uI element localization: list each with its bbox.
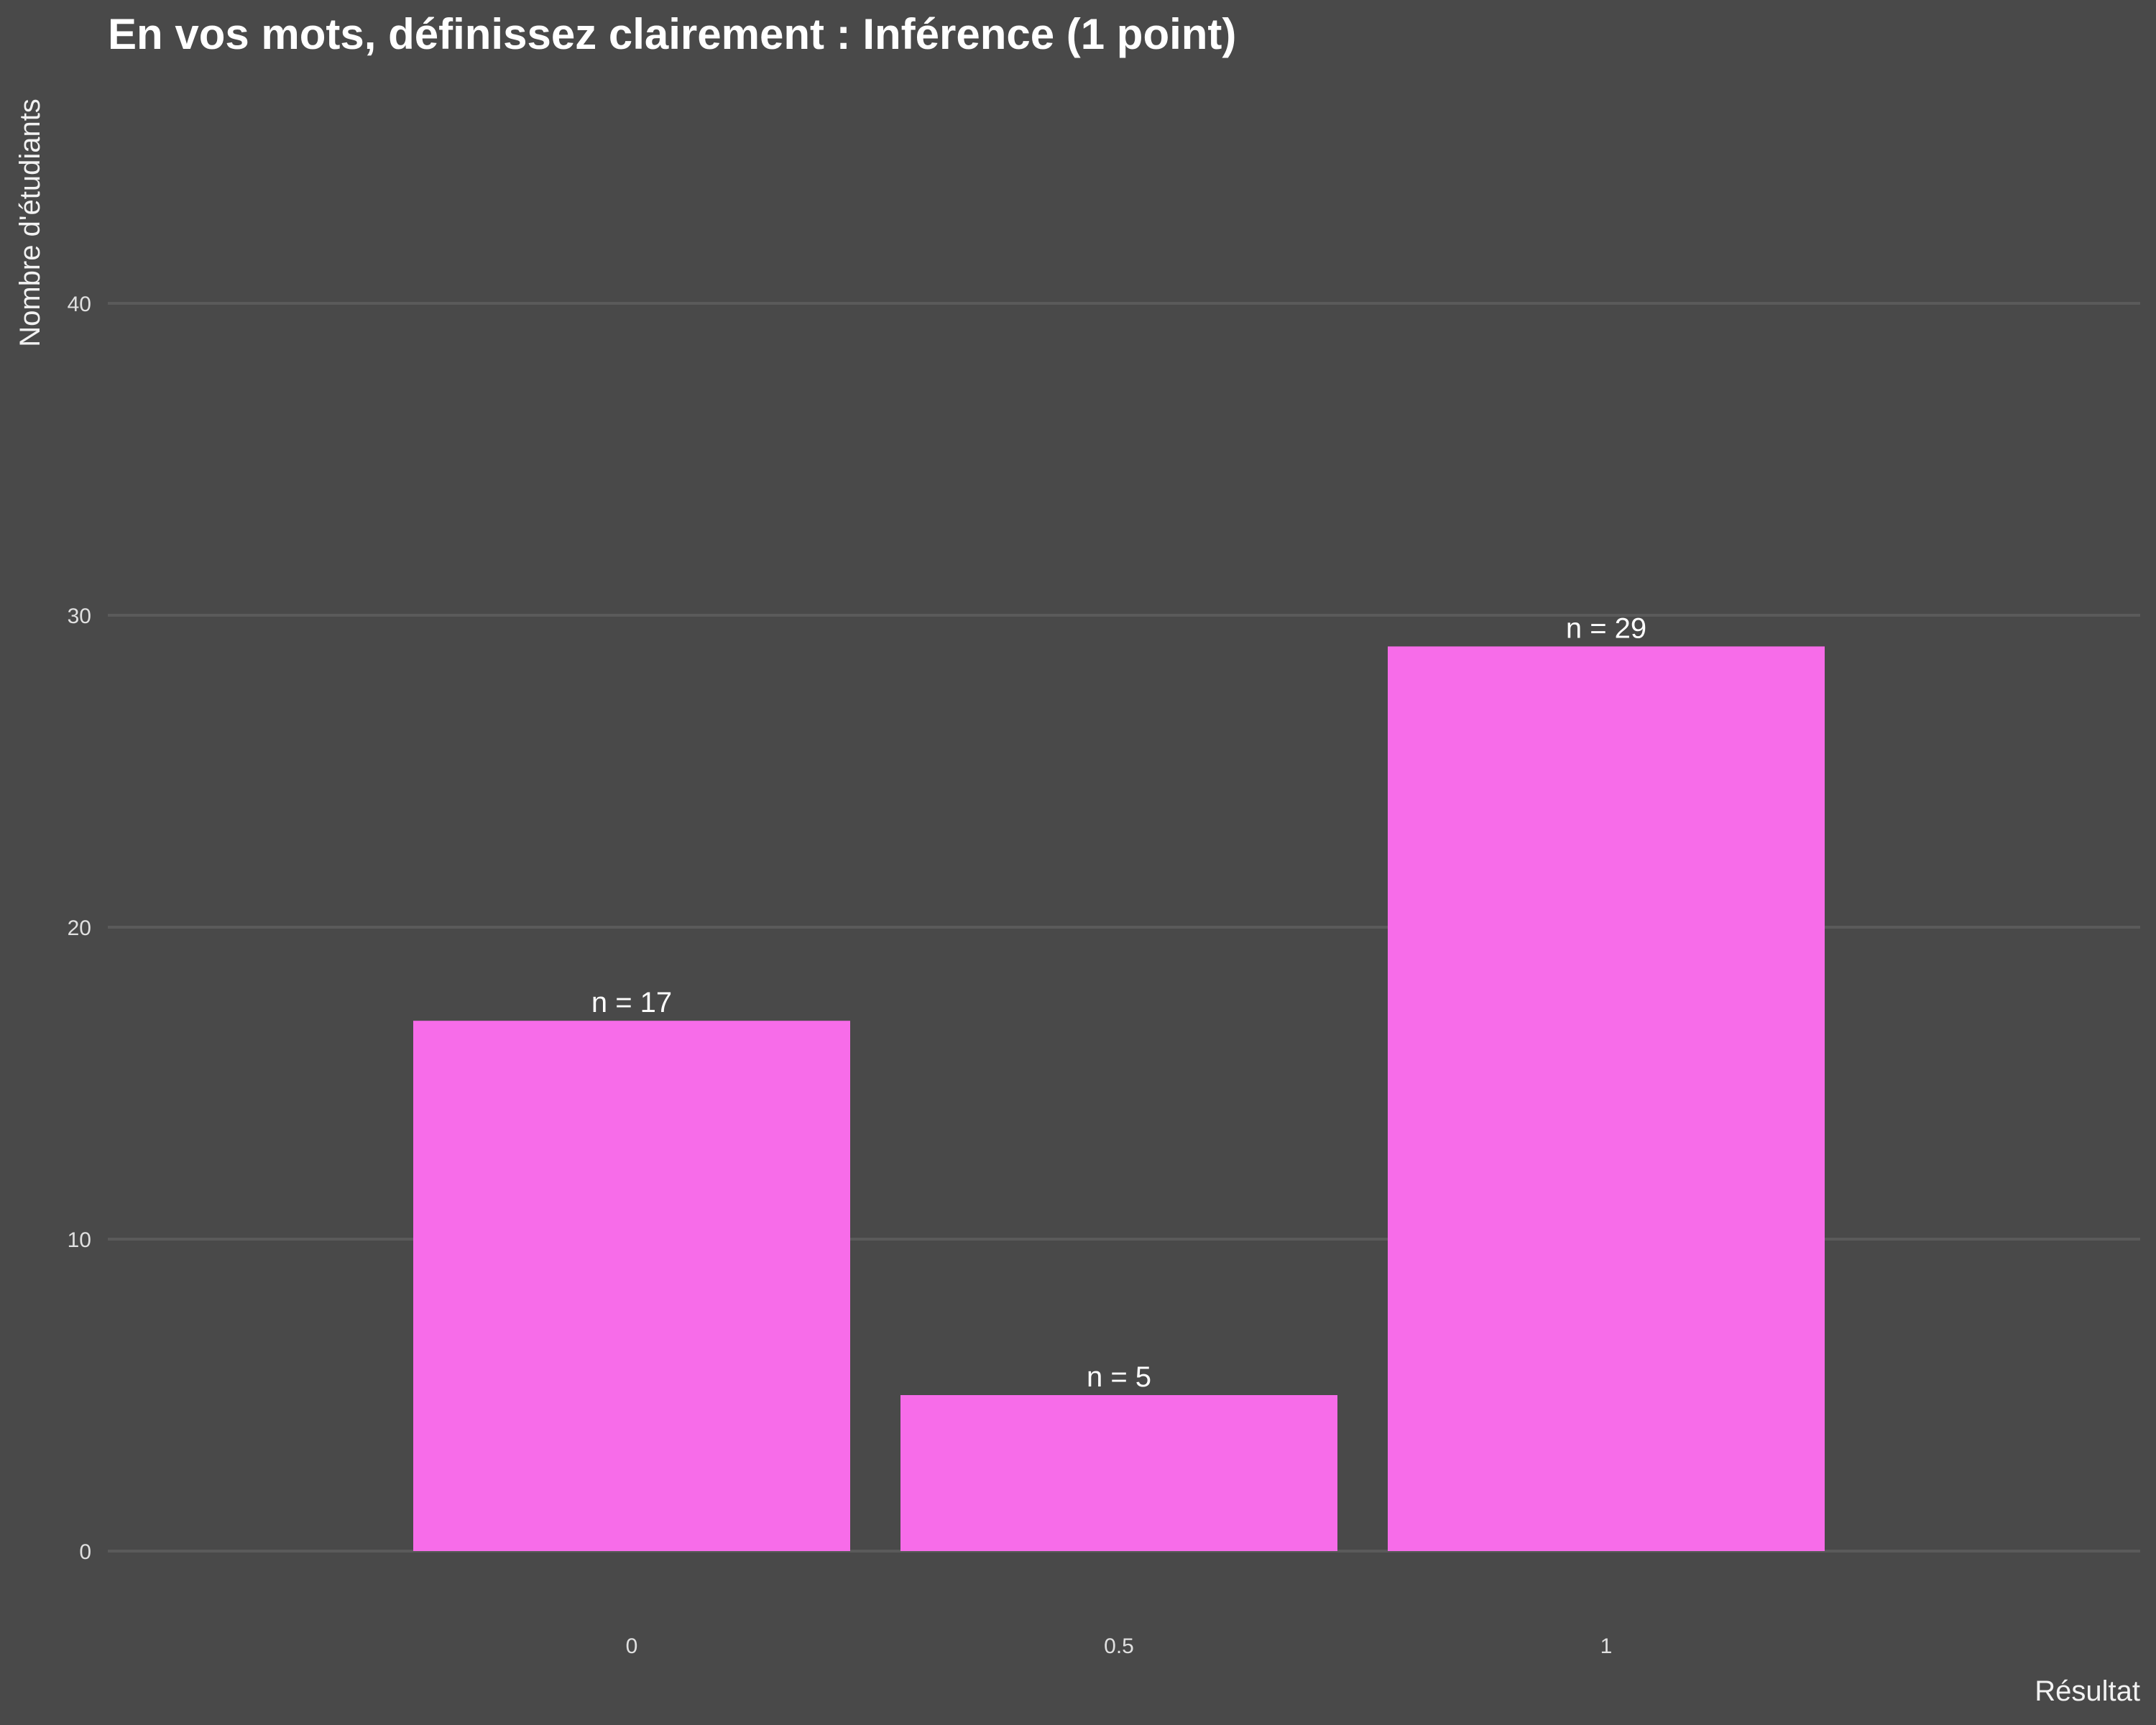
x-tick-label: 1 bbox=[1600, 1634, 1613, 1658]
data-label: n = 5 bbox=[1087, 1361, 1151, 1393]
bars bbox=[413, 646, 1825, 1551]
x-axis-ticks: 0 0.5 1 bbox=[626, 1634, 1613, 1658]
bar bbox=[413, 1021, 850, 1551]
y-axis-label: Nombre d'étudiants bbox=[14, 98, 46, 347]
data-label: n = 29 bbox=[1566, 612, 1646, 644]
chart-title: En vos mots, définissez clairement : Inf… bbox=[108, 10, 1236, 58]
data-label: n = 17 bbox=[591, 987, 672, 1018]
y-tick-label: 10 bbox=[68, 1228, 91, 1252]
x-tick-label: 0.5 bbox=[1104, 1634, 1134, 1658]
x-axis-label: Résultat bbox=[2035, 1675, 2140, 1707]
bar bbox=[900, 1395, 1337, 1551]
y-tick-label: 0 bbox=[79, 1540, 91, 1564]
x-tick-label: 0 bbox=[626, 1634, 638, 1658]
y-tick-label: 30 bbox=[68, 604, 91, 628]
data-labels: n = 17 n = 5 n = 29 bbox=[591, 612, 1646, 1393]
y-tick-label: 40 bbox=[68, 293, 91, 316]
y-tick-label: 20 bbox=[68, 916, 91, 940]
bar bbox=[1388, 646, 1825, 1551]
y-axis-ticks: 0 10 20 30 40 bbox=[68, 293, 91, 1564]
